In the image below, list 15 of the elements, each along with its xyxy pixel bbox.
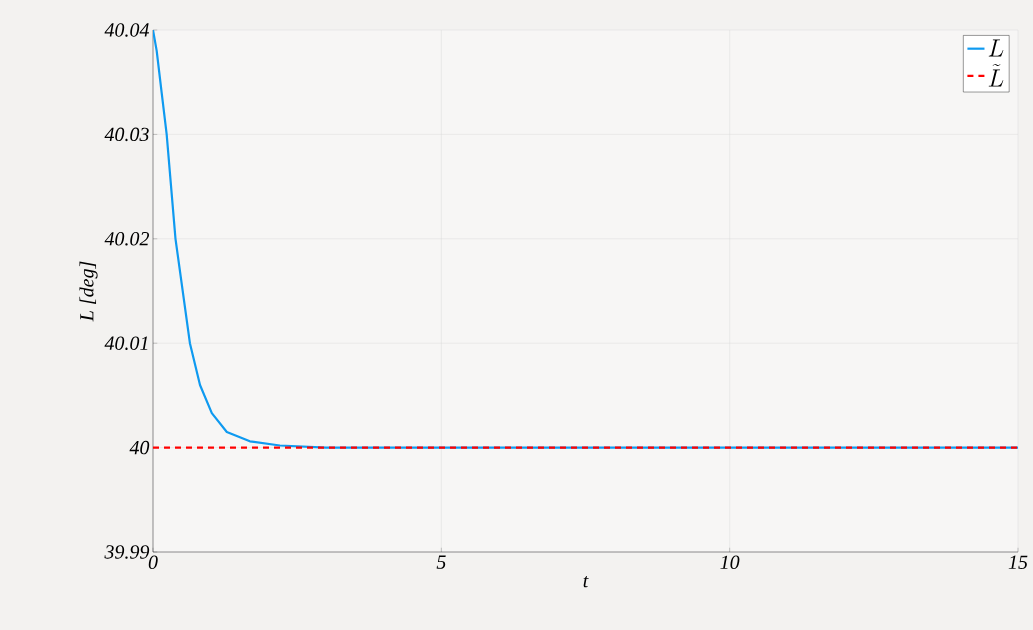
x-tick-label: 15: [1008, 555, 1028, 569]
legend-label: $\tilde{L}$: [988, 63, 1004, 87]
y-tick-label: 40.03: [104, 127, 149, 142]
x-tick-label: 0: [148, 555, 158, 570]
line-series: [153, 30, 1019, 449]
x-tick-label: 10: [720, 555, 740, 570]
y-axis-title: L [deg]: [79, 261, 98, 322]
y-tick-label: 40.04: [104, 23, 150, 37]
y-tick-label: 40.01: [104, 336, 148, 350]
legend-label: $L$: [988, 39, 1004, 57]
y-tick-label: 39.99: [104, 545, 150, 559]
y-tick-label: 40.02: [104, 232, 150, 246]
y-tick-label: 40: [129, 440, 150, 455]
x-tick-label: 5: [436, 555, 446, 569]
x-axis-title: t: [583, 575, 589, 588]
